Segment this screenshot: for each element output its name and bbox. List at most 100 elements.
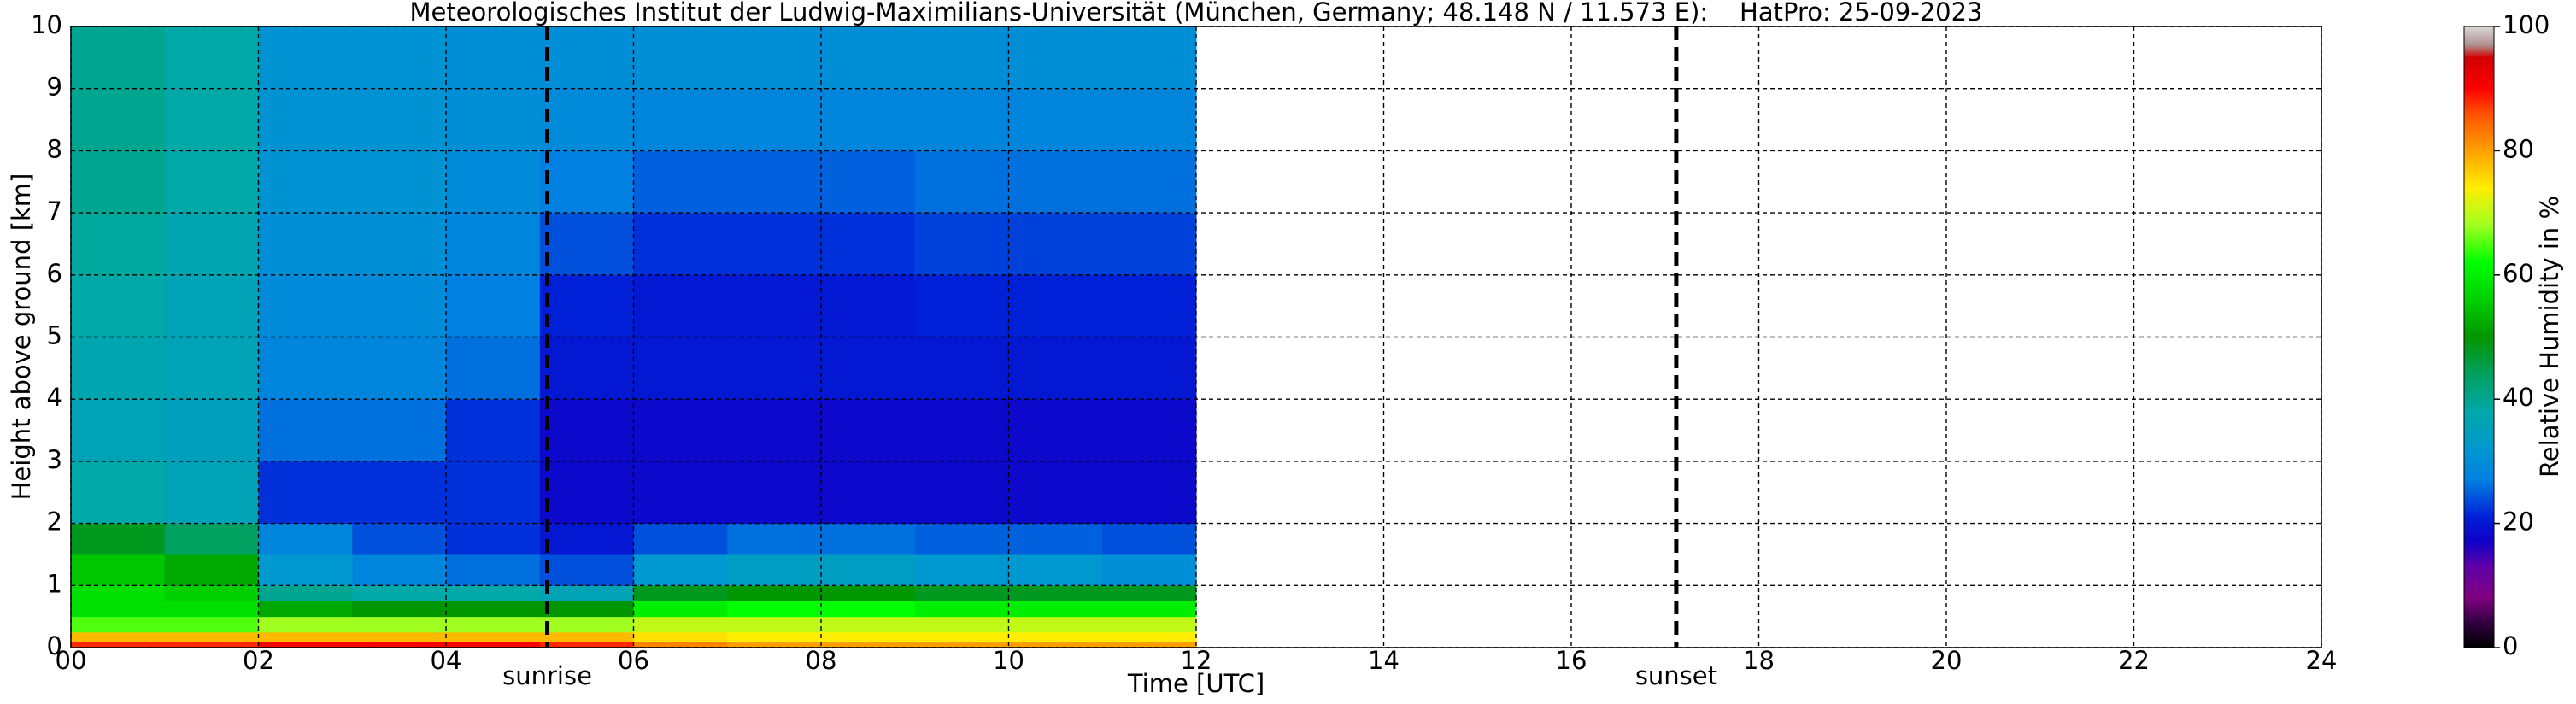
heatmap-cell xyxy=(1008,88,1103,151)
heatmap-cell xyxy=(352,399,447,462)
annotation-label: sunrise xyxy=(502,661,592,690)
heatmap-cell xyxy=(352,461,447,525)
heatmap-cell xyxy=(914,150,1009,214)
heatmap-cell xyxy=(914,601,1009,618)
x-tick-label: 14 xyxy=(1368,646,1399,675)
heatmap-cell xyxy=(1102,585,1197,601)
heatmap-cell xyxy=(71,554,166,586)
heatmap-cell xyxy=(727,26,822,90)
heatmap-cell xyxy=(446,337,541,400)
heatmap-cell xyxy=(727,601,822,618)
heatmap-cell xyxy=(258,601,353,618)
heatmap-cell xyxy=(914,631,1009,642)
heatmap-cell xyxy=(539,274,634,337)
y-tick-label: 6 xyxy=(47,259,62,288)
heatmap-cell xyxy=(71,601,166,618)
colorbar-tick-label: 60 xyxy=(2503,259,2534,288)
y-tick-label: 3 xyxy=(47,445,62,474)
y-tick-label: 1 xyxy=(47,569,62,598)
heatmap-cell xyxy=(1102,399,1197,462)
heatmap-cell xyxy=(914,616,1009,633)
annotation-label: sunset xyxy=(1635,661,1717,690)
heatmap-cell xyxy=(258,213,353,276)
heatmap-cell xyxy=(258,274,353,337)
heatmap-cell xyxy=(633,88,728,151)
heatmap-cell xyxy=(633,274,728,337)
heatmap-cell xyxy=(352,641,447,648)
heatmap-cell xyxy=(633,523,728,555)
heatmap-cell xyxy=(164,601,259,618)
heatmap-cell xyxy=(821,26,916,90)
heatmap-cell xyxy=(446,616,541,633)
heatmap-cell xyxy=(164,337,259,400)
heatmap-cell xyxy=(1102,601,1197,618)
heatmap-cell xyxy=(914,641,1009,648)
heatmap-cell xyxy=(352,554,447,586)
heatmap-cell xyxy=(821,213,916,276)
heatmap-cell xyxy=(446,213,541,276)
heatmap-cell xyxy=(914,461,1009,525)
heatmap-cell xyxy=(539,461,634,525)
heatmap-cell xyxy=(446,399,541,462)
heatmap-cell xyxy=(164,461,259,525)
heatmap-cell xyxy=(633,461,728,525)
heatmap-cell xyxy=(1102,523,1197,555)
heatmap-cell xyxy=(633,213,728,276)
heatmap-cell xyxy=(914,88,1009,151)
heatmap-cell xyxy=(539,399,634,462)
heatmap-cell xyxy=(164,523,259,555)
heatmap-cell xyxy=(914,523,1009,555)
plot-frame xyxy=(70,26,2322,648)
heatmap-cell xyxy=(164,274,259,337)
heatmap-cell xyxy=(164,631,259,642)
heatmap-cell xyxy=(1008,213,1103,276)
heatmap-cell xyxy=(821,523,916,555)
heatmap-cell xyxy=(1102,461,1197,525)
heatmap-cell xyxy=(539,213,634,276)
heatmap-cell xyxy=(71,337,166,400)
x-tick-label: 04 xyxy=(431,646,462,675)
heatmap-cell xyxy=(821,631,916,642)
heatmap-cell xyxy=(1102,554,1197,586)
heatmap-cell xyxy=(446,274,541,337)
heatmap-cell xyxy=(1102,150,1197,214)
heatmap-cell xyxy=(1008,585,1103,601)
x-tick-label: 02 xyxy=(243,646,274,675)
x-axis-label: Time [UTC] xyxy=(1127,669,1265,698)
heatmap-cell xyxy=(914,213,1009,276)
heatmap-cell xyxy=(821,554,916,586)
heatmap-cell xyxy=(1008,616,1103,633)
y-tick-label: 2 xyxy=(47,507,62,537)
y-tick-label: 8 xyxy=(47,134,62,163)
x-tick-label: 20 xyxy=(1931,646,1963,675)
heatmap-cell xyxy=(71,399,166,462)
x-tick-label: 24 xyxy=(2306,646,2338,675)
heatmap-cell xyxy=(71,26,166,90)
colorbar-label: Relative Humidity in % xyxy=(2535,196,2564,478)
heatmap-cell xyxy=(258,88,353,151)
heatmap-cell xyxy=(1102,26,1197,90)
heatmap-cell xyxy=(446,601,541,618)
heatmap-cell xyxy=(352,213,447,276)
heatmap-cell xyxy=(914,274,1009,337)
heatmap-cell xyxy=(71,641,166,648)
y-tick-label: 9 xyxy=(47,73,62,102)
heatmap-cell xyxy=(446,26,541,90)
heatmap-cell xyxy=(539,616,634,633)
chart-title: Meteorologisches Institut der Ludwig-Max… xyxy=(409,0,1982,26)
heatmap-cell xyxy=(352,601,447,618)
heatmap-cell xyxy=(164,616,259,633)
heatmap-cell xyxy=(352,585,447,601)
heatmap-cell xyxy=(727,337,822,400)
heatmap-cell xyxy=(821,150,916,214)
heatmap-cell xyxy=(258,641,353,648)
heatmap-cell xyxy=(821,601,916,618)
heatmap-cell xyxy=(821,88,916,151)
heatmap-cell xyxy=(821,461,916,525)
heatmap-cell xyxy=(71,616,166,633)
heatmap-cell xyxy=(1102,213,1197,276)
heatmap-cell xyxy=(914,585,1009,601)
heatmap-cell xyxy=(539,26,634,90)
heatmap-cell xyxy=(71,213,166,276)
